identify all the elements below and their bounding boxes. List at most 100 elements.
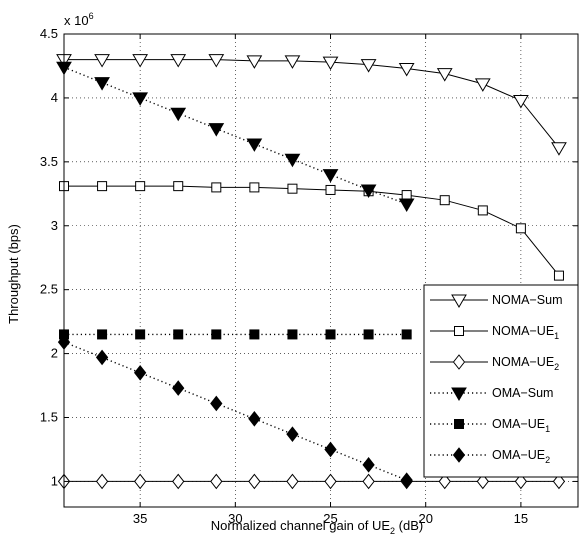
legend-marker-5 (452, 447, 466, 463)
series-1-point-7 (325, 184, 336, 195)
series-5-point-5 (248, 410, 261, 427)
series-2-point-6 (286, 473, 299, 490)
legend-label-1: NOMA−UE1 (492, 324, 559, 341)
series-2-point-7 (324, 473, 337, 490)
series-0 (56, 54, 567, 156)
legend-marker-4 (454, 419, 464, 429)
series-5-point-2 (134, 364, 147, 381)
series-line-1 (64, 185, 560, 276)
y-tick-label-2: 2 (51, 346, 58, 361)
series-0-point-12 (513, 94, 529, 109)
legend-label-2: NOMA−UE2 (492, 355, 559, 372)
y-axis-multiplier: x 106 (64, 11, 94, 28)
series-5-point-9 (400, 472, 413, 488)
series-1-point-13 (553, 270, 564, 281)
series-0-point-10 (436, 68, 453, 82)
legend-marker-3 (451, 387, 467, 401)
y-tick-label-5: 3.5 (40, 154, 58, 169)
legend-marker-2 (452, 354, 466, 370)
series-5-point-7 (324, 441, 337, 458)
series-5-point-3 (172, 380, 185, 396)
series-4-point-9 (401, 329, 412, 340)
legend: NOMA−Sum NOMA−UE1 NOMA−UE2 OMA−Sum OMA−UE1 OM… (423, 284, 579, 478)
series-0-point-1 (94, 54, 110, 68)
series-4-point-7 (325, 329, 336, 340)
series-1-point-11 (477, 205, 488, 216)
plot-frame (63, 33, 579, 508)
legend-box (423, 284, 579, 478)
series-5-point-6 (286, 426, 299, 442)
series-5 (57, 334, 413, 488)
legend-label-4: OMA−UE1 (492, 417, 550, 434)
series-2-point-13 (552, 473, 566, 490)
series-3-point-2 (132, 92, 149, 106)
series-2-point-12 (514, 473, 528, 490)
series-0-point-11 (474, 78, 491, 92)
legend-label-3: OMA−Sum (492, 386, 553, 400)
series-1-point-10 (439, 195, 450, 206)
series-2-point-11 (476, 473, 489, 490)
series-2 (57, 473, 566, 490)
x-tick-label-2: 25 (323, 511, 337, 526)
series-4-point-8 (363, 329, 374, 340)
series-3 (56, 61, 415, 213)
series-3-point-8 (360, 184, 377, 198)
x-tick-label-4: 15 (514, 511, 528, 526)
series-2-point-1 (95, 473, 109, 490)
series-0-point-8 (360, 59, 377, 73)
series-5-point-1 (95, 349, 109, 366)
legend-label-0: NOMA−Sum (492, 293, 563, 307)
series-0-point-3 (170, 54, 187, 68)
series-4-point-4 (211, 329, 222, 340)
series-1-point-5 (249, 182, 260, 193)
series-3-point-3 (170, 107, 187, 122)
series-2-point-2 (134, 473, 147, 490)
y-tick-label-0: 1 (51, 473, 58, 488)
series-4-point-2 (135, 329, 146, 340)
series-3-point-6 (284, 153, 301, 168)
series-3-point-4 (208, 123, 225, 137)
series-4-point-1 (97, 329, 108, 340)
y-axis-label: Throughput (bps) (6, 224, 21, 324)
series-1-point-9 (401, 190, 412, 201)
y-tick-label-1: 1.5 (40, 410, 58, 425)
series-5-point-8 (362, 457, 375, 473)
series-2-point-3 (172, 473, 185, 490)
series-2-point-8 (362, 473, 375, 490)
series-0-point-6 (284, 55, 301, 69)
series-1-point-2 (135, 181, 146, 192)
series-1-point-6 (287, 183, 298, 194)
series-0-point-9 (398, 63, 415, 77)
ticks: 35 30 25 20 15 1 1.5 2 2.5 3 3.5 4 4.5 (40, 26, 578, 526)
series-0-point-4 (208, 54, 225, 68)
series-3-point-7 (322, 169, 339, 183)
y-tick-label-6: 4 (51, 90, 58, 105)
series-1-point-3 (173, 181, 184, 192)
series-1-point-12 (515, 223, 526, 234)
y-tick-label-3: 2.5 (40, 282, 58, 297)
series-3-point-1 (94, 77, 110, 91)
y-tick-label-4: 3 (51, 218, 58, 233)
series-1-point-4 (211, 182, 222, 193)
series-4-point-3 (173, 329, 184, 340)
series-2-point-4 (210, 473, 223, 490)
series-0-point-5 (246, 55, 263, 69)
series-0-point-13 (551, 142, 567, 156)
legend-marker-0 (451, 294, 467, 308)
series-line-3 (63, 66, 407, 205)
series-2-point-10 (438, 473, 451, 490)
series-2-point-5 (248, 473, 261, 490)
series-4-point-6 (287, 329, 298, 340)
x-tick-label-1: 30 (228, 511, 242, 526)
series-line-0 (64, 59, 560, 149)
x-tick-label-0: 35 (133, 511, 147, 526)
legend-label-5: OMA−UE2 (492, 448, 550, 465)
y-tick-label-7: 4.5 (40, 26, 58, 41)
series-1 (59, 181, 564, 281)
series-0-point-7 (322, 56, 339, 71)
series-3-point-5 (246, 138, 263, 152)
series-0-point-2 (132, 54, 149, 68)
series-layer (56, 54, 567, 490)
series-4-point-5 (249, 329, 260, 340)
